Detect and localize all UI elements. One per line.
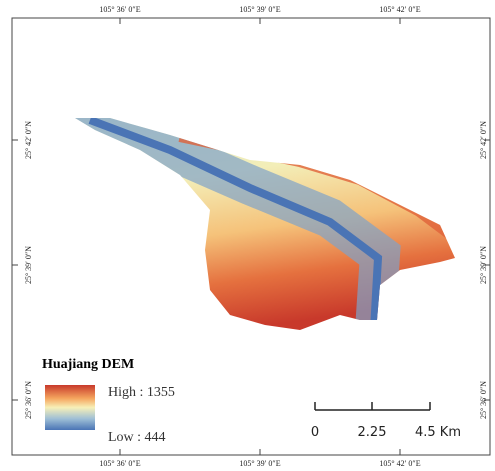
coord-left: 25° 39′ 0″N xyxy=(24,246,33,284)
coord-left: 25° 36′ 0″N xyxy=(24,381,33,419)
coord-right: 25° 39′ 0″N xyxy=(479,246,488,284)
coord-bottom: 105° 42′ 0″E xyxy=(379,459,420,468)
scale-label: 0 xyxy=(311,425,319,440)
coord-top: 105° 42′ 0″E xyxy=(379,5,420,14)
dem-raster xyxy=(75,118,455,330)
legend-low: Low : 444 xyxy=(108,430,166,445)
coord-right: 25° 42′ 0″N xyxy=(479,121,488,159)
legend-ramp xyxy=(45,385,95,430)
coord-right: 25° 36′ 0″N xyxy=(479,381,488,419)
coord-bottom: 105° 39′ 0″E xyxy=(239,459,280,468)
legend-title: Huajiang DEM xyxy=(42,357,134,372)
coord-top: 105° 36′ 0″E xyxy=(99,5,140,14)
scale-label: 4.5 Km xyxy=(415,425,461,440)
legend-high: High : 1355 xyxy=(108,385,175,400)
coord-bottom: 105° 36′ 0″E xyxy=(99,459,140,468)
legend: Huajiang DEM High : 1355 Low : 444 xyxy=(42,357,175,445)
map-frame xyxy=(11,17,491,456)
coord-top: 105° 39′ 0″E xyxy=(239,5,280,14)
coord-left: 25° 42′ 0″N xyxy=(24,121,33,159)
scale-label: 2.25 xyxy=(358,425,387,440)
scale-bar xyxy=(314,402,431,411)
